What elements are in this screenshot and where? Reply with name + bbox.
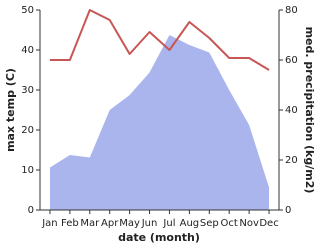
- y-tick-label: 50: [21, 5, 34, 16]
- x-tick-label: Feb: [61, 218, 79, 229]
- x-tick-label: Dec: [259, 218, 278, 229]
- x-tick-label: Jan: [41, 218, 57, 229]
- x-tick-label: Apr: [101, 218, 119, 229]
- y2-tick-label: 20: [285, 155, 298, 166]
- y-tick-label: 20: [21, 125, 34, 136]
- y2-axis-title: med. precipitation (kg/m2): [303, 27, 316, 194]
- x-tick-label: Oct: [221, 218, 238, 229]
- y2-tick-label: 80: [285, 5, 298, 16]
- line: [49, 9, 270, 71]
- y2-tick-label: 0: [285, 205, 291, 216]
- x-tick-label: Mar: [80, 218, 100, 229]
- x-tick-label: Jul: [162, 218, 175, 229]
- x-tick-label: Nov: [239, 218, 259, 229]
- x-tick-label: Jun: [141, 218, 158, 229]
- x-tick-label: May: [119, 218, 140, 229]
- y-tick-label: 10: [21, 165, 34, 176]
- x-tick-label: Aug: [180, 218, 200, 229]
- area: [49, 35, 270, 210]
- y-axis-title: max temp (C): [4, 68, 17, 152]
- y-tick-label: 40: [21, 45, 34, 56]
- y2-tick-label: 40: [285, 105, 298, 116]
- x-tick-label: Sep: [200, 218, 219, 229]
- x-axis-title: date (month): [118, 231, 200, 244]
- y-tick-label: 0: [28, 205, 34, 216]
- y2-tick-label: 60: [285, 55, 298, 66]
- y-tick-label: 30: [21, 85, 34, 96]
